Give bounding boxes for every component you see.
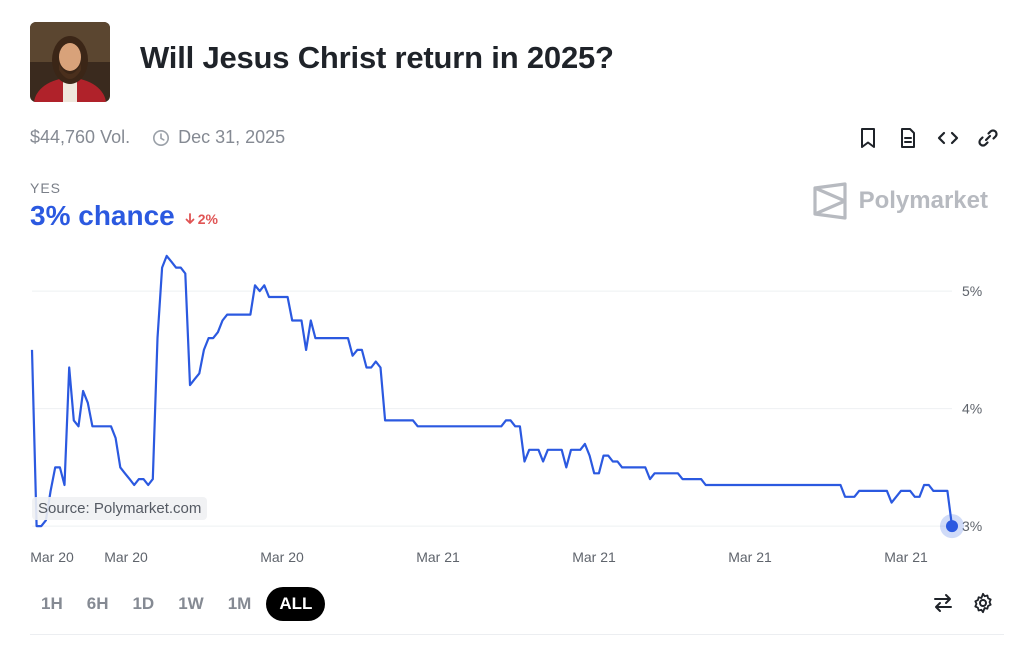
market-title: Will Jesus Christ return in 2025?: [140, 40, 614, 75]
x-tick-label: Mar 21: [728, 549, 772, 565]
code-icon[interactable]: [936, 126, 960, 150]
range-6h[interactable]: 6H: [86, 594, 109, 613]
arrow-down-icon: [185, 213, 195, 224]
range-1d[interactable]: 1D: [132, 594, 155, 613]
divider: [30, 634, 1004, 635]
last-point[interactable]: [946, 520, 958, 533]
clock-icon: [152, 129, 170, 147]
swap-icon[interactable]: [932, 592, 954, 614]
range-1h[interactable]: 1H: [41, 594, 63, 613]
range-all[interactable]: ALL: [266, 587, 326, 621]
market-image: [30, 22, 110, 102]
x-tick-label: Mar 20: [104, 549, 148, 565]
x-tick-label: Mar 21: [416, 549, 460, 565]
price-line: [30, 254, 954, 528]
range-1w[interactable]: 1W: [178, 594, 204, 613]
y-tick-label: 3%: [962, 518, 982, 534]
y-tick-label: 5%: [962, 283, 982, 299]
x-tick-label: Mar 20: [30, 549, 74, 565]
link-icon[interactable]: [976, 126, 1000, 150]
chance-text: 3% chance: [30, 200, 175, 231]
bookmark-icon[interactable]: [856, 126, 880, 150]
range-1m[interactable]: 1M: [227, 594, 252, 613]
source-label: Source: Polymarket.com: [32, 497, 208, 520]
x-tick-label: Mar 20: [260, 549, 304, 565]
x-tick-label: Mar 21: [884, 549, 928, 565]
end-date: Dec 31, 2025: [178, 127, 286, 147]
y-tick-label: 4%: [962, 401, 982, 417]
market-actions: [856, 126, 1000, 150]
brand-watermark: Polymarket: [812, 182, 988, 220]
outcome-label: YES: [30, 180, 62, 196]
chart-tools: [932, 592, 994, 614]
market-meta: $44,760 Vol. Dec 31, 2025: [30, 127, 285, 148]
chance-display: 3% chance 2%: [30, 200, 218, 232]
change-indicator: 2%: [185, 211, 218, 227]
change-text: 2%: [197, 211, 218, 227]
price-chart-svg: 3% 4% 5% Mar 20 Mar 20 Mar 20 Mar 21 Mar 21 Mar …: [30, 254, 982, 565]
document-icon[interactable]: [896, 126, 920, 150]
polymarket-logo-icon: [812, 182, 847, 220]
gear-icon[interactable]: [972, 592, 994, 614]
volume-text: $44,760 Vol.: [30, 127, 131, 147]
price-chart[interactable]: 3% 4% 5% Mar 20 Mar 20 Mar 20 Mar 21 Mar 21 Mar …: [0, 250, 1024, 580]
brand-name: Polymarket: [858, 187, 988, 214]
time-range-selector: 1H 6H 1D 1W 1M ALL: [32, 587, 326, 621]
x-tick-label: Mar 21: [572, 549, 616, 565]
